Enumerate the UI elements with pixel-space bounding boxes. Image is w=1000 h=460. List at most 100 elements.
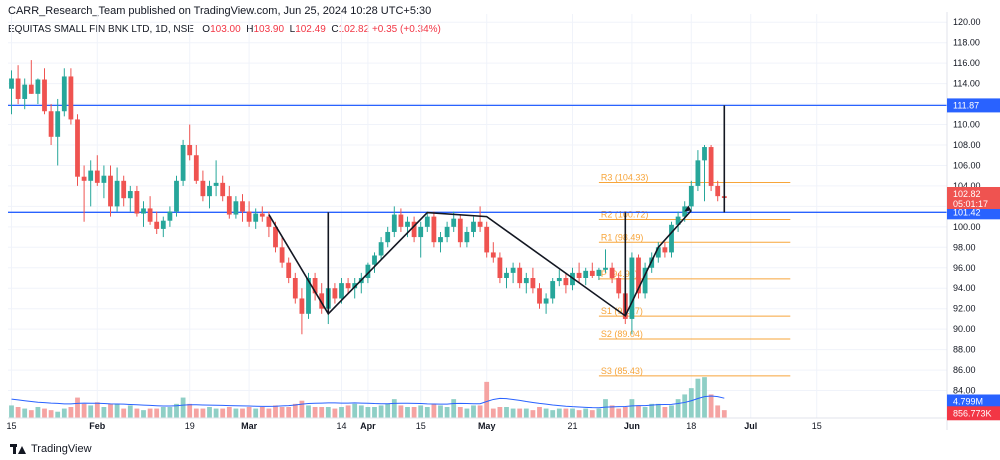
volume-bar [537,407,542,418]
candle-body [530,278,536,289]
volume-badge [947,406,1000,421]
volume-bar [259,407,265,418]
candle-body [484,226,490,253]
volume-bar [372,407,377,418]
level-badge [947,98,1000,113]
volume-bar [715,405,721,418]
candle-body [101,175,107,183]
candle-body [134,191,140,214]
volume-badge-label: 4.799M [953,397,983,407]
candle-body [207,185,212,197]
price-axis-tick-label: 90.00 [953,324,976,334]
volume-bar [609,405,615,418]
candle-body [385,231,391,243]
ohlc-low: L102.49 [286,24,326,35]
volume-bar [154,408,160,418]
candle-body [220,182,226,197]
volume-bar [398,405,404,418]
candle-body [299,298,305,314]
candle-body [517,267,523,284]
candle-body [655,247,661,258]
candle-body [246,211,252,222]
candle-body [596,269,602,276]
candle-body [114,180,120,207]
pattern-arrow-icon [684,205,692,212]
volume-bar [603,399,608,418]
volume-bar [35,407,41,418]
candle-body [523,278,529,284]
candle-body [154,221,160,229]
candle-body [200,180,206,197]
volume-bar [457,407,463,418]
candle-body [411,221,417,238]
volume-bar [523,408,529,418]
volume-ma-line [11,395,725,409]
volume-bar [504,407,509,418]
volume-bar [563,408,569,418]
volume-bar [636,405,641,418]
volume-bar [147,408,153,418]
volume-bar [273,405,278,418]
price-axis-tick-label: 116.00 [953,58,980,68]
volume-bar [444,407,450,418]
candle-body [444,226,450,238]
volume-bar [266,408,272,418]
price-axis-tick-label: 96.00 [953,263,976,273]
volume-bar [365,407,371,418]
level-badge-label: 101.42 [953,207,981,217]
volume-bar [220,408,226,418]
candle-body [537,288,542,304]
volume-bar [431,403,437,418]
candle-body [22,84,28,99]
volume-bar [101,407,107,418]
candle-body [715,185,721,197]
volume-bar [61,408,67,418]
tradingview-logo-icon [10,444,26,454]
price-axis-tick-label: 100.00 [953,222,981,232]
volume-bar [669,405,674,418]
volume-bar [576,410,582,418]
tradingview-branding[interactable]: TradingView [10,443,92,455]
volume-bar [312,407,318,418]
candle-body [398,214,404,227]
volume-bar [167,407,173,418]
symbol-name[interactable]: EQUITAS SMALL FIN BNK LTD, 1D, NSE [8,24,194,35]
volume-bar [240,408,245,418]
price-axis-tick-label: 114.00 [953,79,980,89]
time-axis-tick-label: May [478,421,496,431]
candle-body [636,257,641,294]
volume-bar [682,394,688,418]
volume-bar [662,407,668,418]
candle-body [48,111,54,137]
volume-bar [629,399,635,418]
candle-body [378,242,384,256]
volume-bar [471,405,476,418]
price-axis-tick-label: 92.00 [953,304,976,314]
candle-body [609,267,615,278]
ohlc-high: H103.90 [243,24,285,35]
volume-bar [226,407,232,418]
pivot-label-p: P (94.91) [601,269,638,279]
candle-body [662,247,668,253]
volume-bar [253,408,259,418]
volume-bar [81,403,87,418]
volume-bar [391,399,397,418]
candle-body [589,270,595,276]
price-axis-tick-label: 118.00 [953,38,980,48]
volume-bar [352,403,358,418]
volume-bar [378,405,384,418]
pivot-label-s1: S1 (91.27) [601,306,643,316]
candle-body [213,182,219,186]
volume-bar [127,405,133,418]
price-axis-tick-label: 84.00 [953,386,976,396]
volume-bar [55,411,61,418]
price-axis-tick-label: 98.00 [953,242,976,252]
time-axis-tick-label: Jun [624,421,640,431]
volume-bar [411,407,417,418]
candle-body [616,278,622,294]
candle-body [543,298,549,304]
price-axis-bg [947,0,1000,460]
volume-bar [187,403,193,418]
pivot-label-r3: R3 (104.33) [601,173,649,183]
